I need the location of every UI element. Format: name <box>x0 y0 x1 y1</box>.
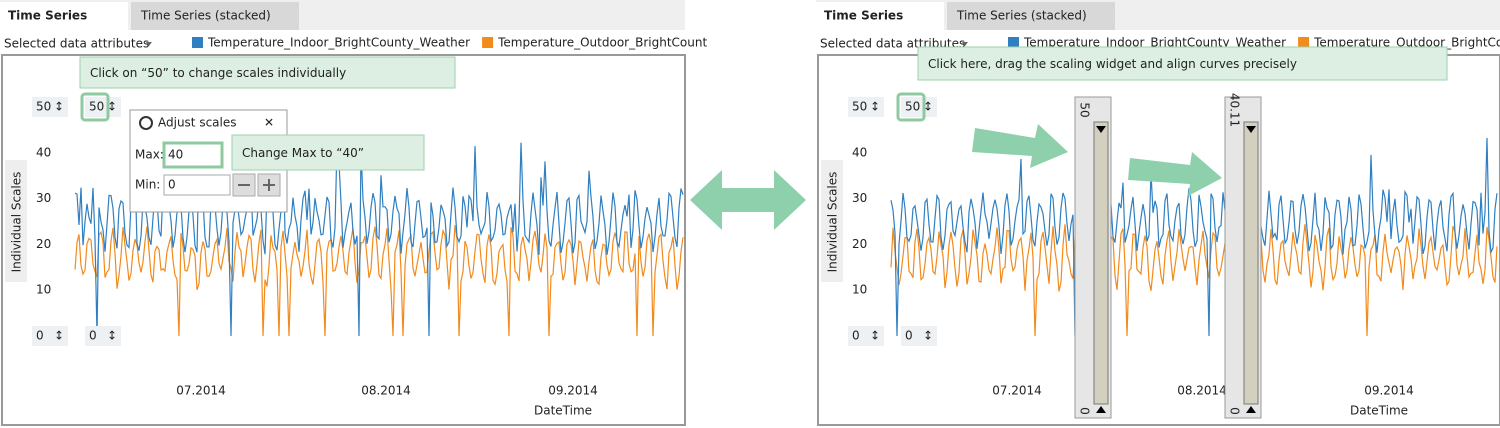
scale-arrows: ↕ <box>870 329 880 343</box>
axis-strip[interactable] <box>5 160 27 282</box>
widget-track <box>1093 121 1109 405</box>
double-arrow <box>690 170 806 230</box>
input-value: 40 <box>168 148 183 162</box>
callout-text: Click here, drag the scaling widget and … <box>928 57 1297 71</box>
tab-active[interactable] <box>816 2 944 30</box>
dropdown-caret <box>962 42 968 46</box>
y-tick-label: 20 <box>852 237 867 251</box>
tab-label: Time Series <box>8 9 87 23</box>
legend-label: Temperature_Outdoor_BrightCount <box>497 36 707 50</box>
scale-label: 50 <box>905 100 920 114</box>
y-tick-label: 40 <box>36 146 51 160</box>
dialog-close[interactable]: ✕ <box>264 116 274 130</box>
callout-text: Click on “50” to change scales individua… <box>90 66 346 80</box>
callout <box>917 46 1448 81</box>
scale-arrows: ↕ <box>107 329 117 343</box>
scale-button[interactable] <box>848 97 884 117</box>
tab-active[interactable] <box>0 2 128 30</box>
scale-button[interactable] <box>85 97 121 117</box>
y-tick-label: 10 <box>36 283 51 297</box>
scale-label: 0 <box>36 329 44 343</box>
x-tick-label: 08.2014 <box>361 384 411 398</box>
x-tick-label: 09.2014 <box>548 384 598 398</box>
input-max[interactable] <box>162 141 224 169</box>
scale-label: 50 <box>89 100 104 114</box>
hint-arrow <box>972 124 1068 168</box>
scale-label: 0 <box>89 329 97 343</box>
tab-label: Time Series (stacked) <box>140 9 271 23</box>
scale-arrows: ↕ <box>54 100 64 114</box>
x-tick-label: 09.2014 <box>1364 384 1414 398</box>
callout <box>79 56 456 89</box>
y-tick-label: 30 <box>852 191 867 205</box>
callout-text: Change Max to “40” <box>242 146 364 160</box>
axis-title: Individual Scales <box>826 172 840 273</box>
scale-button[interactable] <box>32 97 68 117</box>
scale-highlight <box>80 92 110 122</box>
y-tick-label: 40 <box>852 146 867 160</box>
series-curve <box>74 140 684 337</box>
x-tick-label: 07.2014 <box>992 384 1042 398</box>
callout <box>231 134 425 171</box>
x-tick-label: 08.2014 <box>1177 384 1227 398</box>
widget-bottom: 0 <box>1078 407 1092 415</box>
scale-button[interactable] <box>848 326 884 346</box>
scale-label: 50 <box>36 100 51 114</box>
scale-arrows: ↕ <box>870 100 880 114</box>
x-axis-title: DateTime <box>534 404 592 418</box>
widget-top: 50 <box>1078 102 1092 117</box>
field-label: Max: <box>135 148 164 162</box>
series-curve <box>890 137 1498 337</box>
dialog-title: Adjust scales <box>158 116 237 130</box>
scale-label: 50 <box>852 100 867 114</box>
input-min[interactable] <box>163 174 231 196</box>
scale-arrows: ↕ <box>923 100 933 114</box>
y-tick-label: 10 <box>852 283 867 297</box>
legend-swatch <box>192 37 203 48</box>
scale-label: 0 <box>852 329 860 343</box>
scale-arrows: ↕ <box>107 100 117 114</box>
scale-label: 0 <box>905 329 913 343</box>
tab-label: Time Series (stacked) <box>956 9 1087 23</box>
scale-button[interactable] <box>901 97 937 117</box>
scale-highlight <box>896 92 926 122</box>
scale-button[interactable] <box>901 326 937 346</box>
dropdown-caret <box>146 42 152 46</box>
button-glyphs <box>238 179 275 191</box>
legend-swatch <box>482 37 494 48</box>
scale-arrows: ↕ <box>54 329 64 343</box>
series-curve <box>74 225 684 337</box>
scale-arrows: ↕ <box>923 329 933 343</box>
legend-label: Temperature_Indoor_BrightCounty_Weather <box>207 36 470 50</box>
hint-arrow <box>1128 152 1222 196</box>
legend-label: Temperature_Outdoor_BrightCount <box>1313 36 1500 50</box>
tab-label: Time Series <box>824 9 903 23</box>
field-label: Min: <box>135 178 160 192</box>
legend-swatch <box>1008 37 1019 48</box>
attributes-dropdown[interactable]: Selected data attributes <box>4 37 149 51</box>
scale-button[interactable] <box>85 326 121 346</box>
series-curve <box>890 224 1498 337</box>
scale-button[interactable] <box>32 326 68 346</box>
axis-strip[interactable] <box>821 160 843 282</box>
panel: Time Series Time Series (stacked) Selected… <box>0 0 707 426</box>
widget-bottom: 0 <box>1228 407 1242 415</box>
y-tick-label: 30 <box>36 191 51 205</box>
tab[interactable] <box>131 2 299 30</box>
widget-track <box>1243 121 1259 405</box>
axis-title: Individual Scales <box>10 172 24 273</box>
x-axis-title: DateTime <box>1350 404 1408 418</box>
legend-label: Temperature_Indoor_BrightCounty_Weather <box>1023 36 1286 50</box>
legend-swatch <box>1298 37 1310 48</box>
tab[interactable] <box>947 2 1115 30</box>
widget-top: 40.11 <box>1228 93 1242 127</box>
dialog-icon <box>139 116 153 130</box>
x-tick-label: 07.2014 <box>176 384 226 398</box>
y-tick-label: 20 <box>36 237 51 251</box>
panel: Time Series Time Series (stacked)Selected… <box>816 0 1500 426</box>
input-value: 0 <box>168 178 176 192</box>
